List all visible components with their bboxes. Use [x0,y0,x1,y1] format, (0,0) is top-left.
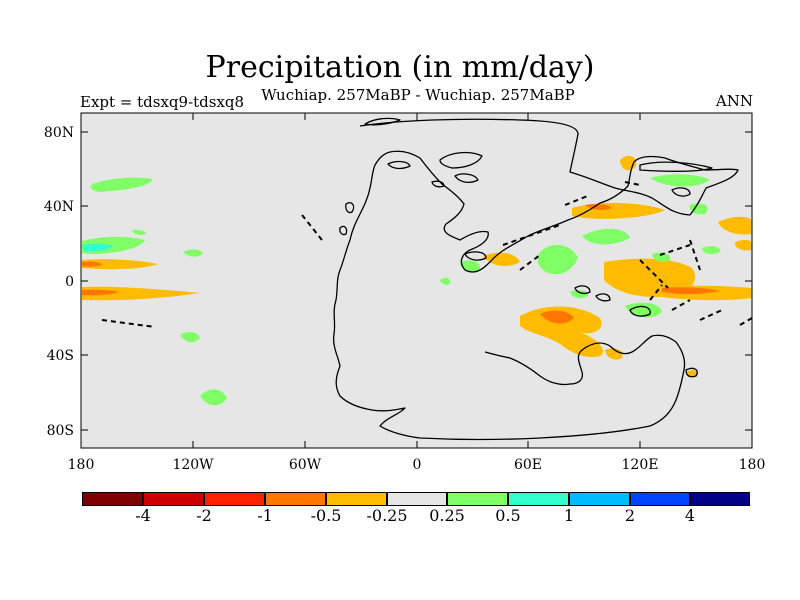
legend-swatch [326,492,387,506]
anomaly-positive-region [440,277,451,285]
arc-segment [739,317,753,326]
anomaly-positive-region [90,177,153,192]
plot-title: Precipitation (in mm/day) [205,50,595,85]
arc-segment [502,224,561,246]
anomaly-moderate-negative-region [540,310,574,324]
anomaly-positive-region [200,389,227,406]
legend-swatch [387,492,447,506]
island-coastline [454,173,479,183]
anomaly-positive-region [702,246,721,255]
legend-swatch [143,492,204,506]
season-label: ANN [715,92,753,110]
arc-segment [699,309,723,321]
x-tick-label: 120E [622,457,659,473]
x-tick-label: 60W [289,457,322,473]
anomaly-positive-region [183,249,203,257]
island-coastline [629,305,651,317]
anomaly-negative-region [734,239,752,251]
legend-label: 4 [684,506,696,525]
anomaly-positive-region [460,260,481,272]
legend-label: 0.5 [495,506,521,525]
anomaly-positive-region [625,302,662,318]
legend-swatch [630,492,690,506]
anomaly-negative-region [82,259,158,270]
legend-swatch [265,492,326,506]
arc-segment [649,284,663,301]
legend-label: 1 [563,506,575,525]
anomaly-fields [82,155,752,406]
legend-swatch [447,492,508,506]
anomaly-positive-region [650,174,710,187]
anomaly-positive-region [537,244,578,275]
anomaly-negative-region [82,286,200,301]
anomaly-positive-region [132,229,146,235]
anomaly-negative-region [520,306,604,358]
arc-segment [671,299,691,311]
plot-subtitle: Wuchiap. 257MaBP - Wuchiap. 257MaBP [261,86,575,104]
island-coastline [574,285,591,295]
legend-label: -0.5 [310,506,342,525]
island-coastline [464,251,487,261]
anomaly-strong-positive-region [82,243,113,252]
axis-ticks [80,113,753,448]
pangaea-coastline [332,118,739,441]
legend-label: -1 [257,506,273,525]
legend-swatch [204,492,265,506]
legend-label: -0.25 [366,506,408,525]
legend-swatch [82,492,143,506]
island-coastline [439,151,483,169]
anomaly-negative-region [718,216,752,235]
island-coastline [364,117,401,126]
anomaly-moderate-negative-region [82,261,102,267]
anomaly-negative-region [686,370,698,377]
y-tick-label: 40S [47,348,74,364]
anomaly-negative-region [498,255,511,263]
island-arcs [101,181,753,328]
x-tick-label: 0 [413,457,422,473]
legend-label: 2 [624,506,636,525]
island-coastline [639,161,713,172]
x-tick-label: 120W [172,457,214,473]
x-tick-label: 180 [68,457,95,473]
island-coastline [345,202,355,214]
legend-label: -4 [135,506,151,525]
anomaly-positive-region [180,331,200,343]
y-tick-label: 80N [44,125,74,141]
anomaly-negative-region [605,348,623,360]
legend-label: 0.25 [429,506,465,525]
island-coastline [595,293,611,302]
x-tick-label: 60E [514,457,542,473]
anomaly-positive-region [689,203,708,215]
island-coastline [387,160,411,170]
legend-swatch [569,492,630,506]
arc-segment [639,259,669,289]
legend-label: -2 [196,506,212,525]
legend-swatch [508,492,569,506]
anomaly-positive-region [652,252,671,262]
legend-swatch [690,492,750,506]
anomaly-moderate-negative-region [662,287,720,295]
arc-segment [624,181,641,186]
arc-segment [564,194,591,206]
island-coastline [339,225,348,236]
coastlines [332,117,739,441]
y-tick-label: 0 [65,274,74,290]
y-tick-label: 40N [44,199,74,215]
experiment-label: Expt = tdsxq9-tdsxq8 [80,93,245,111]
island-coastline [431,180,445,188]
x-tick-label: 180 [739,457,766,473]
y-tick-label: 80S [47,423,74,439]
anomaly-moderate-negative-region [82,289,120,296]
anomaly-positive-region [582,228,630,245]
arc-segment [519,254,541,271]
island-coastline [671,187,691,197]
island-coastline [685,367,698,378]
anomaly-positive-region [570,289,588,299]
